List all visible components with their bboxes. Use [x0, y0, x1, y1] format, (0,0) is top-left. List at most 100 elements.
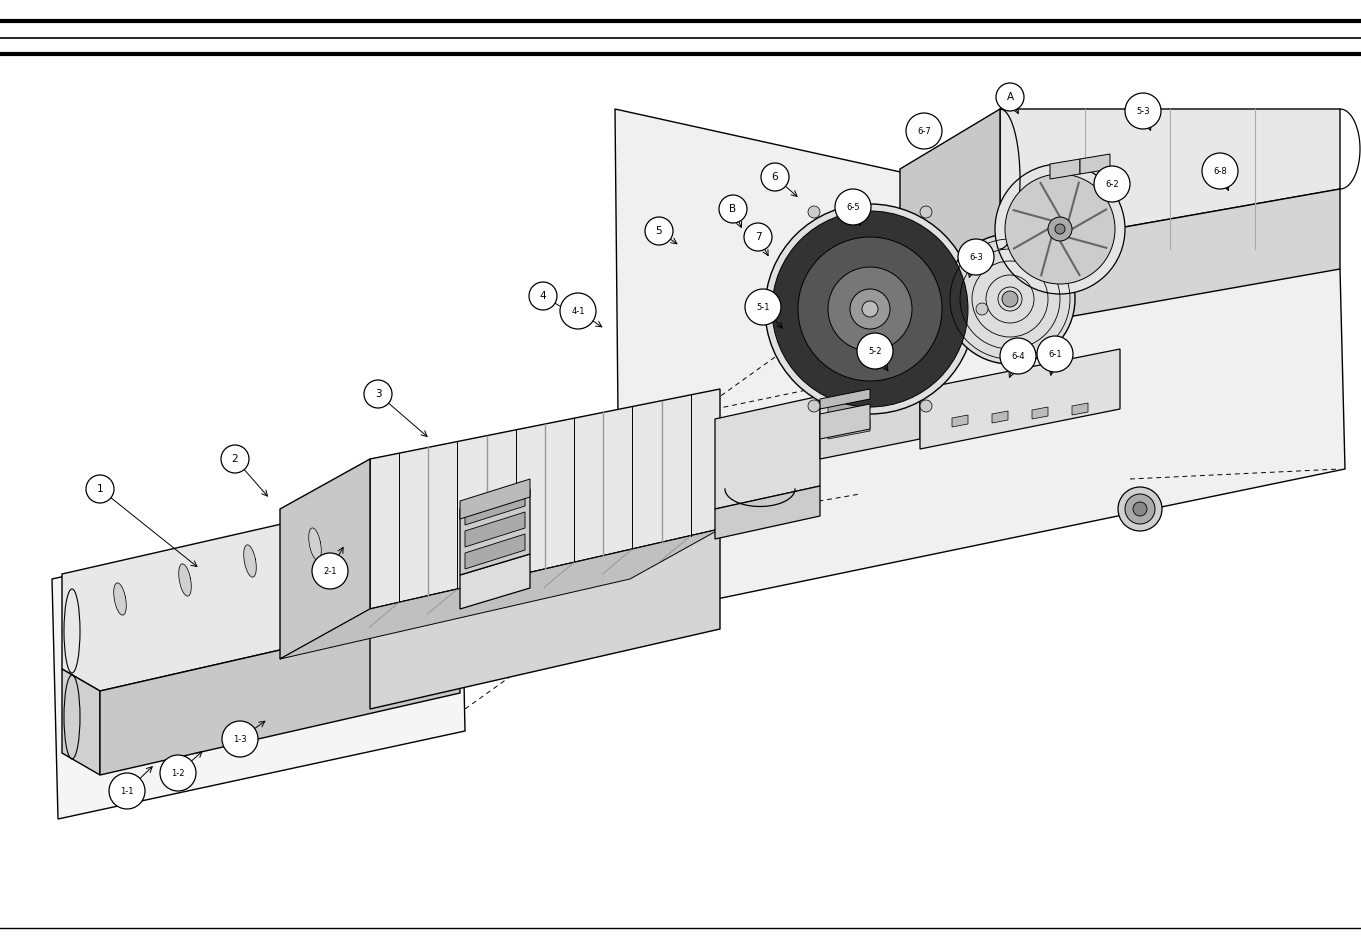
Polygon shape	[244, 545, 256, 577]
Polygon shape	[52, 489, 465, 819]
Polygon shape	[992, 411, 1009, 423]
Circle shape	[645, 217, 672, 245]
Circle shape	[976, 303, 988, 315]
Circle shape	[851, 289, 890, 329]
Polygon shape	[1081, 154, 1111, 174]
Circle shape	[945, 234, 1075, 364]
Polygon shape	[460, 489, 529, 575]
Circle shape	[920, 206, 932, 218]
Polygon shape	[63, 492, 460, 691]
Polygon shape	[460, 554, 529, 609]
Polygon shape	[951, 415, 968, 427]
Circle shape	[744, 223, 772, 251]
Text: 6-8: 6-8	[1213, 166, 1226, 176]
Text: 6-1: 6-1	[1048, 349, 1062, 359]
Circle shape	[808, 206, 819, 218]
Text: 4: 4	[540, 291, 546, 301]
Circle shape	[1202, 153, 1239, 189]
Circle shape	[222, 721, 259, 757]
Polygon shape	[1032, 407, 1048, 419]
Text: 6-2: 6-2	[1105, 179, 1119, 189]
Polygon shape	[819, 404, 870, 439]
Circle shape	[109, 773, 146, 809]
Text: 6-5: 6-5	[847, 202, 860, 212]
Polygon shape	[280, 459, 370, 659]
Text: 1-3: 1-3	[233, 735, 246, 743]
Circle shape	[1002, 291, 1018, 307]
Polygon shape	[370, 389, 720, 609]
Text: 5-2: 5-2	[868, 346, 882, 356]
Circle shape	[1094, 166, 1130, 202]
Text: 4-1: 4-1	[572, 307, 585, 315]
Text: 1-1: 1-1	[120, 787, 133, 795]
Circle shape	[1037, 336, 1072, 372]
Text: A: A	[1006, 92, 1014, 102]
Polygon shape	[920, 349, 1120, 449]
Circle shape	[862, 301, 878, 317]
Polygon shape	[114, 583, 127, 615]
Text: 5-3: 5-3	[1136, 106, 1150, 116]
Text: 6-7: 6-7	[917, 126, 931, 136]
Text: 5: 5	[656, 226, 663, 236]
Circle shape	[798, 237, 942, 381]
Text: 6: 6	[772, 172, 778, 182]
Polygon shape	[615, 109, 1345, 619]
Polygon shape	[715, 396, 819, 509]
Polygon shape	[819, 389, 870, 409]
Polygon shape	[827, 419, 870, 439]
Polygon shape	[309, 528, 321, 560]
Polygon shape	[99, 609, 460, 775]
Text: 1: 1	[97, 484, 103, 494]
Polygon shape	[819, 349, 920, 459]
Circle shape	[808, 400, 819, 412]
Text: B: B	[729, 204, 736, 214]
Polygon shape	[715, 486, 819, 539]
Circle shape	[996, 83, 1023, 111]
Circle shape	[744, 289, 781, 325]
Text: 2-1: 2-1	[324, 567, 336, 575]
Circle shape	[559, 293, 596, 329]
Circle shape	[1048, 217, 1072, 241]
Circle shape	[857, 333, 893, 369]
Circle shape	[1126, 494, 1155, 524]
Circle shape	[1004, 174, 1115, 284]
Polygon shape	[63, 669, 99, 775]
Circle shape	[906, 113, 942, 149]
Polygon shape	[827, 397, 870, 417]
Text: 3: 3	[374, 389, 381, 399]
Polygon shape	[465, 490, 525, 525]
Circle shape	[765, 204, 974, 414]
Polygon shape	[465, 534, 525, 569]
Circle shape	[995, 164, 1126, 294]
Circle shape	[761, 163, 789, 191]
Polygon shape	[900, 109, 1000, 309]
Polygon shape	[1072, 403, 1087, 415]
Circle shape	[1055, 224, 1066, 234]
Circle shape	[753, 303, 764, 315]
Text: 1-2: 1-2	[171, 769, 185, 777]
Circle shape	[1126, 93, 1161, 129]
Polygon shape	[460, 479, 529, 519]
Circle shape	[220, 445, 249, 473]
Circle shape	[772, 211, 968, 407]
Polygon shape	[280, 529, 720, 659]
Polygon shape	[1000, 109, 1341, 249]
Circle shape	[363, 380, 392, 408]
Text: 7: 7	[755, 232, 761, 242]
Text: 5-1: 5-1	[757, 303, 770, 311]
Circle shape	[529, 282, 557, 310]
Circle shape	[958, 239, 994, 275]
Circle shape	[1117, 487, 1162, 531]
Polygon shape	[465, 512, 525, 547]
Circle shape	[920, 400, 932, 412]
Circle shape	[1000, 338, 1036, 374]
Circle shape	[719, 195, 747, 223]
Text: 6-3: 6-3	[969, 252, 983, 262]
Polygon shape	[1049, 159, 1081, 179]
Polygon shape	[827, 375, 870, 395]
Text: 6-4: 6-4	[1011, 351, 1025, 361]
Polygon shape	[1000, 189, 1341, 329]
Circle shape	[827, 267, 912, 351]
Circle shape	[312, 553, 348, 589]
Text: 2: 2	[231, 454, 238, 464]
